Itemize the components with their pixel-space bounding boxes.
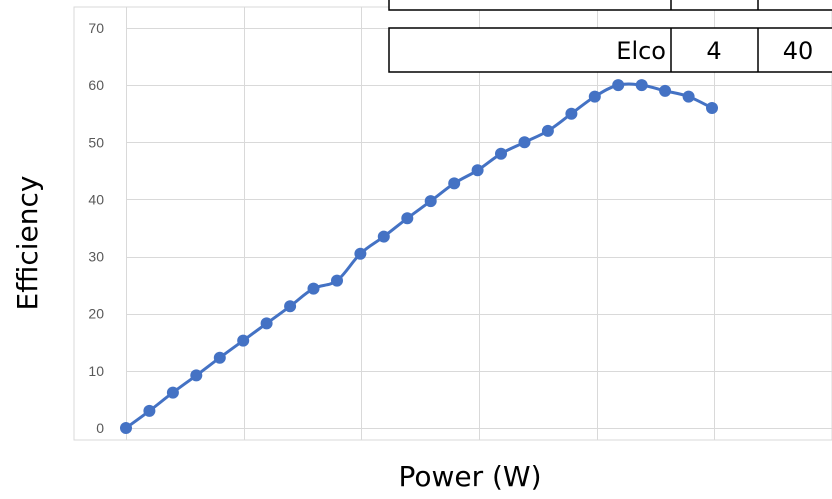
data-point-23	[659, 84, 672, 97]
data-point-11	[377, 230, 390, 243]
y-tick-labels: 0 10 20 30 40 50 60 70	[88, 20, 104, 436]
series-layer	[120, 79, 718, 434]
data-point-6	[260, 317, 273, 330]
data-point-21	[612, 79, 625, 92]
data-point-15	[471, 164, 484, 177]
y-tick-label-6: 60	[88, 77, 104, 93]
y-axis-title: Efficiency	[11, 176, 44, 311]
data-point-9	[331, 274, 343, 287]
y-tick-label-0: 0	[96, 420, 104, 436]
data-point-12	[401, 212, 414, 225]
table-cell-value-1: 4	[706, 37, 721, 65]
data-point-7	[284, 300, 297, 313]
data-point-1	[143, 404, 156, 417]
x-axis-title: Power (W)	[398, 460, 541, 493]
data-point-17	[518, 136, 531, 149]
plot-area	[73, 6, 832, 441]
y-tick-label-3: 30	[88, 249, 104, 265]
y-tick-label-5: 50	[88, 134, 104, 150]
data-point-18	[541, 124, 554, 137]
data-point-4	[213, 351, 226, 364]
data-point-25	[706, 102, 718, 114]
y-tick-label-2: 20	[88, 306, 104, 322]
data-point-0	[120, 422, 132, 434]
table-row-elco	[388, 27, 832, 73]
data-point-20	[588, 90, 601, 103]
data-point-16	[495, 147, 507, 160]
data-point-13	[424, 195, 437, 208]
data-point-10	[354, 247, 367, 260]
data-point-2	[166, 386, 179, 399]
data-table: Elco 4 40	[388, 0, 832, 73]
data-point-19	[565, 107, 578, 120]
y-tick-label-1: 10	[88, 363, 104, 379]
data-point-8	[307, 282, 320, 295]
y-tick-label-7: 70	[88, 20, 104, 36]
data-point-22	[635, 79, 648, 92]
y-tick-label-4: 40	[88, 191, 104, 207]
table-cell-value-2: 40	[783, 37, 814, 65]
table-cell-label: Elco	[616, 37, 666, 65]
data-point-3	[190, 369, 203, 382]
data-point-14	[448, 177, 461, 190]
data-point-5	[237, 334, 250, 347]
table-row-top	[388, 0, 832, 11]
data-point-24	[682, 90, 695, 103]
